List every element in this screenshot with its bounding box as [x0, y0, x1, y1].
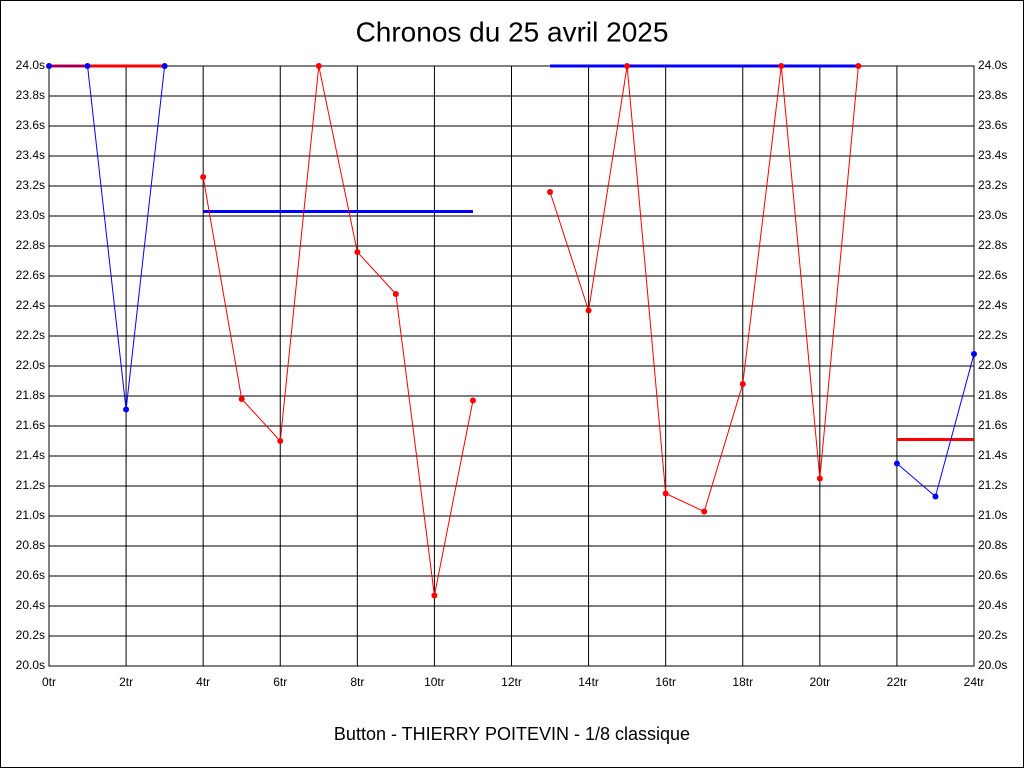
- y-tick-label-right: 21.6s: [978, 418, 1007, 432]
- y-tick-label-right: 22.8s: [978, 238, 1007, 252]
- x-tick-label: 24tr: [964, 675, 985, 689]
- y-tick-label: 23.4s: [16, 148, 45, 162]
- y-tick-label: 21.8s: [16, 388, 45, 402]
- y-tick-label-right: 23.6s: [978, 118, 1007, 132]
- point: [547, 189, 554, 195]
- y-tick-label-right: 20.4s: [978, 598, 1007, 612]
- x-tick-label: 4tr: [196, 675, 210, 689]
- y-tick-label: 20.4s: [16, 598, 45, 612]
- y-tick-label-right: 23.0s: [978, 208, 1007, 222]
- y-tick-label: 20.8s: [16, 538, 45, 552]
- y-tick-label: 21.4s: [16, 448, 45, 462]
- x-axis-title: Button - THIERRY POITEVIN - 1/8 classiqu…: [334, 724, 690, 744]
- point: [893, 460, 900, 467]
- point: [585, 307, 592, 314]
- point: [161, 63, 168, 69]
- series-line: [49, 65, 166, 410]
- y-tick-label: 23.6s: [16, 118, 45, 132]
- y-tick-label-right: 20.0s: [978, 658, 1007, 672]
- x-tick-label: 0tr: [42, 675, 56, 689]
- y-tick-label-right: 23.2s: [978, 178, 1007, 192]
- point: [354, 249, 361, 255]
- series-line: [202, 65, 474, 596]
- y-tick-label: 22.6s: [16, 268, 45, 282]
- point: [392, 291, 399, 297]
- point: [971, 351, 977, 357]
- point: [932, 493, 939, 500]
- y-tick-label: 23.0s: [16, 208, 45, 222]
- point: [200, 174, 207, 180]
- y-tick-label-right: 20.2s: [978, 628, 1007, 642]
- y-tick-label-right: 21.4s: [978, 448, 1007, 462]
- y-tick-label-right: 21.8s: [978, 388, 1007, 402]
- point: [816, 475, 823, 482]
- point: [624, 63, 631, 69]
- x-tick-label: 20tr: [809, 675, 830, 689]
- y-tick-label: 22.4s: [16, 298, 45, 312]
- point: [701, 508, 708, 515]
- y-tick-label-right: 23.4s: [978, 148, 1007, 162]
- y-tick-label-right: 22.2s: [978, 328, 1007, 342]
- y-tick-label-right: 20.6s: [978, 568, 1007, 582]
- point: [238, 396, 245, 402]
- y-tick-label: 20.6s: [16, 568, 45, 582]
- y-tick-label: 20.2s: [16, 628, 45, 642]
- x-tick-label: 14tr: [578, 675, 599, 689]
- x-tick-label: 6tr: [273, 675, 287, 689]
- x-tick-label: 2tr: [119, 675, 133, 689]
- y-tick-label-right: 22.6s: [978, 268, 1007, 282]
- x-tick-label: 18tr: [732, 675, 753, 689]
- point: [84, 63, 91, 69]
- x-tick-label: 10tr: [424, 675, 445, 689]
- y-tick-label-right: 21.2s: [978, 478, 1007, 492]
- y-tick-label-right: 22.0s: [978, 358, 1007, 372]
- point: [739, 381, 746, 387]
- point: [123, 406, 130, 413]
- y-tick-label: 24.0s: [16, 58, 45, 72]
- y-tick-label: 22.0s: [16, 358, 45, 372]
- x-tick-label: 16tr: [655, 675, 676, 689]
- y-tick-label: 23.8s: [16, 88, 45, 102]
- point: [662, 490, 669, 497]
- y-tick-label-right: 24.0s: [978, 58, 1007, 72]
- y-tick-label: 22.2s: [16, 328, 45, 342]
- point: [277, 438, 284, 444]
- y-tick-label-right: 22.4s: [978, 298, 1007, 312]
- point: [469, 397, 476, 404]
- point: [315, 63, 322, 69]
- y-tick-label-right: 21.0s: [978, 508, 1007, 522]
- x-tick-label: 22tr: [887, 675, 908, 689]
- y-tick-label-right: 23.8s: [978, 88, 1007, 102]
- point: [431, 592, 438, 599]
- y-tick-label: 21.0s: [16, 508, 45, 522]
- x-tick-label: 8tr: [350, 675, 364, 689]
- y-tick-label: 23.2s: [16, 178, 45, 192]
- point: [855, 63, 862, 69]
- y-tick-label: 21.2s: [16, 478, 45, 492]
- y-tick-label: 21.6s: [16, 418, 45, 432]
- y-tick-label-right: 20.8s: [978, 538, 1007, 552]
- point: [778, 63, 785, 69]
- x-tick-label: 12tr: [501, 675, 522, 689]
- y-tick-label: 22.8s: [16, 238, 45, 252]
- y-tick-label: 20.0s: [16, 658, 45, 672]
- chart-title: Chronos du 25 avril 2025: [356, 16, 669, 47]
- point: [46, 63, 52, 69]
